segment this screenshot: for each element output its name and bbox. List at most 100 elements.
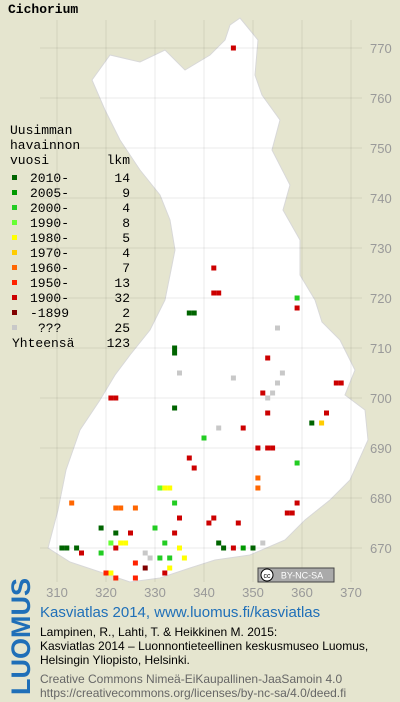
record [162, 570, 168, 576]
legend-label: 1950- [30, 276, 69, 291]
headline[interactable]: Kasviatlas 2014, www.luomus.fi/kasviatla… [40, 604, 320, 621]
y-tick-label: 700 [370, 391, 392, 406]
y-tick-label: 760 [370, 91, 392, 106]
record [211, 290, 217, 296]
record [265, 355, 271, 361]
legend-label: 2000- [30, 201, 69, 216]
record [113, 545, 119, 551]
legend-count: 25 [114, 321, 130, 336]
record [294, 500, 300, 506]
y-tick-label: 670 [370, 541, 392, 556]
record [275, 325, 280, 331]
record [79, 550, 84, 556]
legend-count: 4 [122, 201, 130, 216]
legend-label: ??? [38, 321, 61, 336]
record [270, 390, 276, 396]
record [69, 500, 75, 506]
record [59, 545, 65, 551]
cc-badge-box [257, 567, 335, 583]
cc-badge[interactable]: cc BY-NC-SA [257, 567, 335, 583]
legend-swatch [12, 295, 17, 300]
y-tick-label: 690 [370, 441, 392, 456]
x-tick-label: 350 [242, 585, 264, 600]
record [216, 540, 222, 546]
record [284, 510, 290, 516]
legend-count: 2 [122, 306, 130, 321]
record [132, 505, 138, 511]
record [172, 405, 178, 411]
record [255, 475, 261, 481]
record [260, 540, 266, 546]
record [270, 445, 276, 451]
record [118, 505, 124, 511]
record [98, 525, 104, 531]
legend-count: 5 [122, 231, 130, 246]
cc-icon [260, 568, 274, 582]
record [191, 310, 197, 316]
record [338, 380, 344, 386]
record [279, 370, 285, 376]
legend-count: 32 [114, 291, 130, 306]
legend-swatch [12, 250, 17, 255]
record [147, 555, 153, 561]
record [162, 485, 168, 491]
legend-heading: vuosi [10, 153, 49, 168]
record [211, 515, 217, 521]
record [177, 370, 182, 376]
record [167, 565, 173, 571]
record [265, 410, 271, 416]
record [191, 465, 197, 471]
record [142, 565, 148, 571]
x-tick-label: 370 [340, 585, 362, 600]
record [275, 380, 280, 386]
record [132, 560, 138, 566]
map-title: Cichorium [8, 2, 78, 17]
record [157, 555, 163, 561]
record [186, 310, 192, 316]
legend-swatch [12, 325, 17, 330]
record [128, 530, 133, 536]
record [64, 545, 70, 551]
record [255, 445, 261, 451]
legend-label: 1990- [30, 216, 69, 231]
record [294, 460, 300, 466]
y-tick-label: 730 [370, 241, 392, 256]
record [108, 395, 114, 401]
legend-swatch [12, 205, 17, 210]
record [216, 425, 222, 431]
record [157, 485, 163, 491]
x-tick-label: 340 [193, 585, 215, 600]
record [172, 530, 178, 536]
legend-swatch [12, 190, 17, 195]
record [250, 545, 256, 551]
record [324, 410, 329, 416]
legend-label: 2005- [30, 186, 69, 201]
legend-swatch [12, 175, 17, 180]
record [221, 545, 227, 551]
legend-count: 4 [122, 246, 130, 261]
finland-outline [47, 17, 369, 583]
record [123, 540, 129, 546]
legend-count: 13 [114, 276, 130, 291]
record [113, 505, 119, 511]
record [240, 425, 246, 431]
record [108, 540, 114, 546]
record [172, 345, 178, 351]
cc-label: BY-NC-SA [281, 571, 323, 581]
logo: LUOMUS [6, 578, 36, 695]
record [230, 45, 236, 51]
record [206, 520, 212, 526]
x-tick-label: 320 [95, 585, 117, 600]
record [255, 485, 261, 491]
legend-count: 8 [122, 216, 130, 231]
record [103, 570, 109, 576]
record [309, 420, 315, 426]
record [289, 510, 295, 516]
license-url[interactable]: https://creativecommons.org/licenses/by-… [40, 686, 346, 700]
legend-label: 2010- [30, 171, 69, 186]
citation: Helsingin Yliopisto, Helsinki. [40, 653, 190, 667]
record [294, 305, 300, 311]
record [172, 500, 178, 506]
legend-heading: havainnon [10, 138, 80, 153]
record [294, 295, 300, 301]
